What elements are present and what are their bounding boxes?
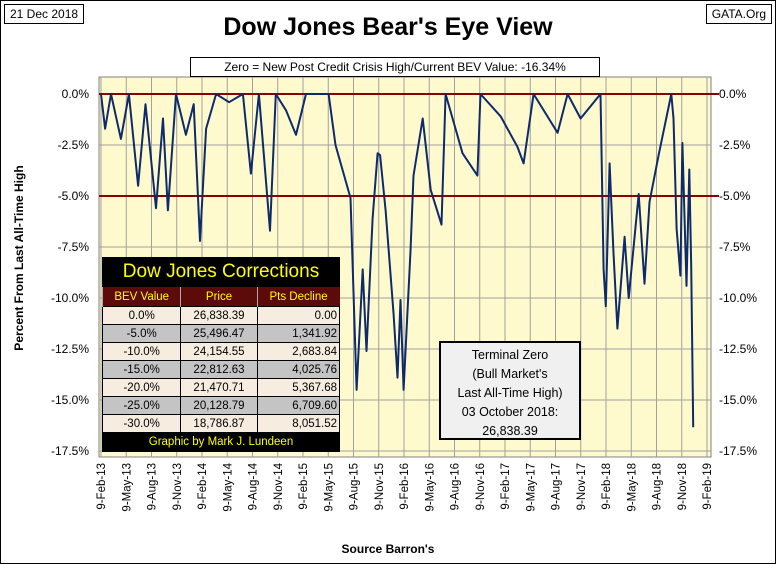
table-row: -25.0% 20,128.79 6,709.60 <box>101 396 341 415</box>
x-tick-label: 9-Aug-17 <box>551 463 563 510</box>
y-tick-label-left: -7.5% <box>58 240 90 254</box>
x-tick-label: 9-Nov-16 <box>475 463 487 510</box>
x-tick-label: 9-Feb-16 <box>399 463 411 510</box>
note-line: 26,838.39 <box>482 424 538 438</box>
site-label: GATA.Org <box>705 4 772 24</box>
x-tick-label: 9-May-16 <box>424 463 436 512</box>
note-line: Last All-Time High) <box>457 386 563 400</box>
y-tick-label-right: 0.0% <box>719 87 747 101</box>
table-row: 0.0% 26,838.39 0.00 <box>101 306 341 325</box>
y-tick-label-right: -5.0% <box>719 189 751 203</box>
bev-series-line <box>100 93 695 428</box>
table-row: -5.0% 25,496.47 1,341.92 <box>101 324 341 343</box>
chart-title: Dow Jones Bear's Eye View <box>223 13 553 41</box>
y-tick-label-right: -2.5% <box>719 138 751 152</box>
x-tick-label: 9-Feb-18 <box>601 463 613 510</box>
x-tick-label: 9-Aug-13 <box>147 463 159 510</box>
table-row: -10.0% 24,154.55 2,683.84 <box>101 342 341 361</box>
table-cell: -10.0% <box>101 342 182 361</box>
y-tick-label-right: -7.5% <box>719 240 751 254</box>
x-tick-label: 9-May-18 <box>626 463 638 512</box>
y-tick-label-left: -17.5% <box>51 444 89 458</box>
x-tick-label: 9-Nov-14 <box>273 462 285 510</box>
corrections-table: Dow Jones Corrections BEV Value Price Pt… <box>101 257 341 452</box>
y-tick-label-left: 0.0% <box>62 87 90 101</box>
table-cell: 21,470.71 <box>180 378 258 397</box>
x-tick-label: 9-May-13 <box>121 463 133 512</box>
x-tick-label: 9-May-15 <box>323 463 335 512</box>
y-tick-label-left: -10.0% <box>51 291 89 305</box>
x-tick-label: 9-Feb-15 <box>298 463 310 510</box>
column-header: Pts Decline <box>256 287 340 307</box>
table-cell: -5.0% <box>101 324 182 343</box>
x-tick-label: 9-Aug-18 <box>652 463 664 510</box>
note-line: Terminal Zero <box>471 348 549 362</box>
chart-subtitle: Zero = New Post Credit Crisis High/Curre… <box>190 57 600 77</box>
y-tick-label-right: -17.5% <box>719 444 757 458</box>
x-tick-label: 9-Aug-14 <box>248 462 260 510</box>
x-tick-label: 9-Feb-17 <box>500 463 512 510</box>
table-cell: 26,838.39 <box>180 306 258 325</box>
table-cell: 25,496.47 <box>180 324 258 343</box>
y-axis-label: Percent From Last All-Time High <box>12 165 26 351</box>
y-tick-label-left: -5.0% <box>58 189 90 203</box>
y-tick-label-right: -15.0% <box>719 393 757 407</box>
x-tick-label: 9-Feb-13 <box>96 463 108 510</box>
table-row: -20.0% 21,470.71 5,367.68 <box>101 378 341 397</box>
table-cell: 8,051.52 <box>256 414 341 433</box>
x-tick-label: 9-Nov-15 <box>374 463 386 510</box>
x-tick-label: 9-Aug-15 <box>349 463 361 510</box>
x-tick-label: 9-Nov-18 <box>677 463 689 510</box>
table-cell: 24,154.55 <box>180 342 258 361</box>
y-tick-label-left: -15.0% <box>51 393 89 407</box>
x-tick-label: 9-Feb-14 <box>197 462 209 509</box>
x-tick-label: 9-Nov-13 <box>172 463 184 510</box>
table-row: -30.0% 18,786.87 8,051.52 <box>101 414 341 433</box>
column-header: BEV Value <box>101 287 181 307</box>
corrections-title: Dow Jones Corrections <box>122 261 320 282</box>
credit-text: Graphic by Mark J. Lundeen <box>148 436 294 448</box>
y-tick-label-left: -2.5% <box>58 138 90 152</box>
terminal-zero-note: Terminal Zero (Bull Market's Last All-Ti… <box>439 341 581 440</box>
table-cell: -15.0% <box>101 360 182 379</box>
table-cell: 1,341.92 <box>256 324 341 343</box>
table-cell: -25.0% <box>101 396 182 415</box>
x-tick-label: 9-Aug-16 <box>450 463 462 510</box>
table-cell: 0.0% <box>101 306 182 325</box>
x-tick-label: 9-May-14 <box>222 462 234 511</box>
y-tick-label-left: -12.5% <box>51 342 89 356</box>
note-line: (Bull Market's <box>472 367 548 381</box>
table-cell: 6,709.60 <box>256 396 341 415</box>
table-cell: -20.0% <box>101 378 182 397</box>
date-label: 21 Dec 2018 <box>4 4 85 24</box>
table-cell: -30.0% <box>101 414 182 433</box>
y-tick-label-right: -12.5% <box>719 342 757 356</box>
column-header: Price <box>180 287 258 307</box>
table-cell: 5,367.68 <box>256 378 341 397</box>
table-cell: 18,786.87 <box>180 414 258 433</box>
table-cell: 0.00 <box>256 306 341 325</box>
table-cell: 4,025.76 <box>256 360 341 379</box>
x-axis-label: Source Barron's <box>341 542 435 556</box>
table-cell: 22,812.63 <box>180 360 258 379</box>
x-tick-label: 9-Nov-17 <box>576 463 588 510</box>
table-row: -15.0% 22,812.63 4,025.76 <box>101 360 341 379</box>
table-cell: 2,683.84 <box>256 342 341 361</box>
x-tick-label: 9-Feb-19 <box>702 463 714 510</box>
note-line: 03 October 2018: <box>461 405 559 419</box>
y-tick-label-right: -10.0% <box>719 291 757 305</box>
x-tick-label: 9-May-17 <box>525 463 537 512</box>
table-cell: 20,128.79 <box>180 396 258 415</box>
